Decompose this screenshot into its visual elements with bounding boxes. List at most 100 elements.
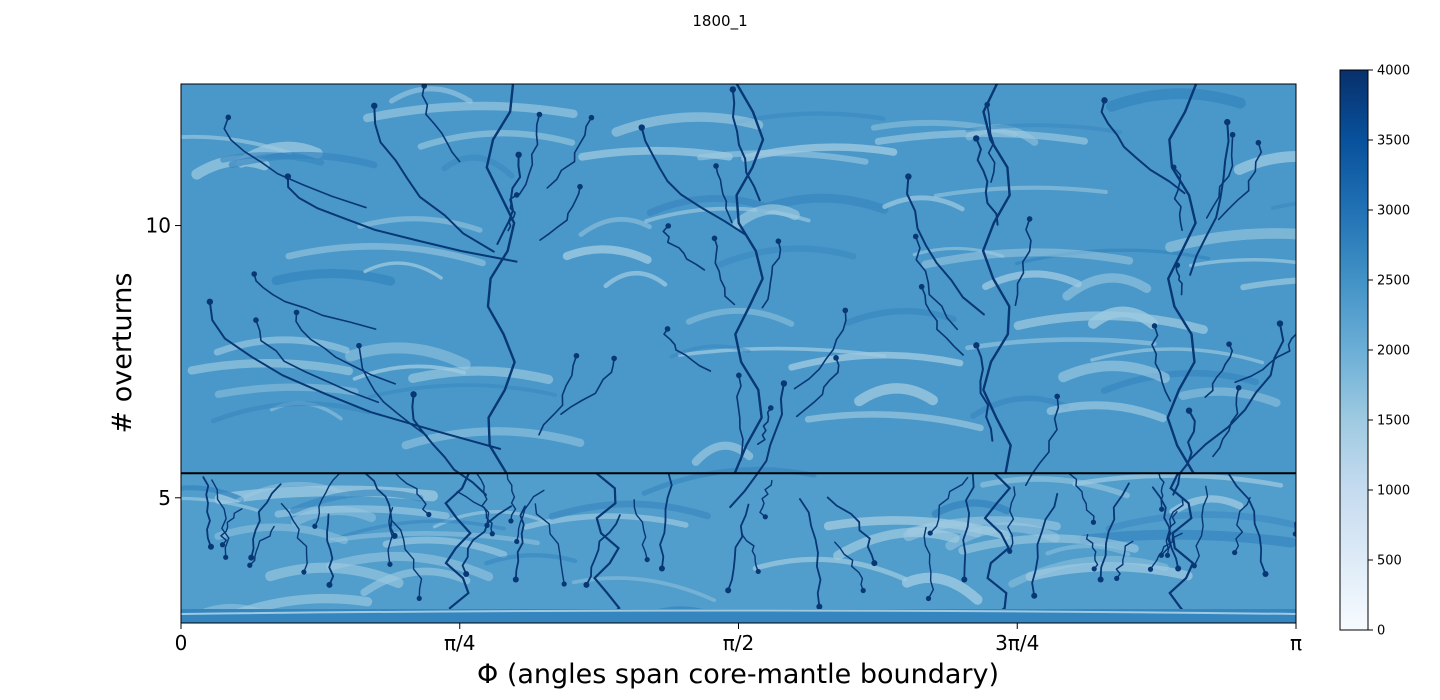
swirl-streak: [931, 499, 1011, 518]
downwelling-streak: [255, 319, 380, 404]
downwelling-streak: [1175, 264, 1183, 296]
downwelling-tip: [1292, 531, 1296, 537]
swirl-streak: [1058, 360, 1170, 384]
downwelling-streak: [756, 407, 772, 445]
swirl-streak: [1079, 529, 1296, 548]
downwelling-streak: [560, 357, 615, 415]
downwelling-streak: [914, 235, 959, 331]
downwelling-tip: [833, 355, 839, 361]
downwelling-tip: [973, 342, 980, 349]
swirl-streak: [441, 154, 515, 179]
downwelling-streak: [516, 489, 545, 543]
downwelling-tip: [611, 355, 617, 362]
downwelling-streak: [975, 137, 999, 226]
downwelling-tip: [371, 102, 378, 109]
y-tick-label: 5: [158, 486, 171, 510]
swirl-streak: [921, 248, 1134, 269]
colorbar-tick-label: 4000: [1377, 64, 1410, 79]
swirl-streak: [228, 151, 378, 169]
swirl-streak: [685, 307, 795, 327]
downwelling-streak: [1234, 333, 1296, 384]
downwelling-tip: [711, 235, 718, 242]
x-axis-label: Φ (angles span core-mantle boundary): [477, 659, 999, 690]
downwelling-streak: [286, 175, 518, 263]
downwelling-streak: [1294, 520, 1296, 535]
downwelling-tip: [293, 309, 300, 316]
downwelling-streak: [929, 476, 969, 534]
swirl-streak: [1014, 248, 1211, 266]
downwelling-streak: [727, 503, 750, 592]
downwelling-streak: [387, 506, 394, 566]
downwelling-tip: [767, 405, 774, 411]
swirl-streak: [181, 496, 260, 513]
swirl-streak: [1188, 258, 1296, 268]
downwelling-streak: [731, 88, 761, 202]
downwelling-tip: [536, 111, 543, 118]
downwelling-tip: [248, 554, 255, 561]
upwelling-spine: [983, 472, 1012, 623]
downwelling-tip: [1090, 519, 1097, 525]
swirl-streak: [1090, 347, 1265, 365]
downwelling-streak: [202, 476, 212, 548]
downwelling-streak: [659, 472, 673, 570]
downwelling-tip: [207, 543, 214, 550]
swirl-streak: [669, 344, 751, 359]
downwelling-tip: [1147, 566, 1154, 572]
swirl-streak: [804, 411, 984, 432]
downwelling-tip: [927, 530, 933, 536]
downwelling-streak: [740, 529, 759, 573]
downwelling-tip: [780, 380, 788, 387]
swirl-streak: [271, 268, 396, 286]
downwelling-streak: [539, 185, 581, 241]
colorbar-tick-label: 2500: [1377, 274, 1410, 289]
swirl-streak: [1025, 562, 1193, 582]
swirl-streak: [945, 522, 1060, 551]
downwelling-streak: [1172, 166, 1183, 232]
downwelling-tip: [1097, 576, 1104, 583]
swirl-streak: [408, 366, 554, 385]
upwelling-spine: [1166, 84, 1198, 474]
x-tick-label: π/2: [723, 631, 755, 655]
swirl-streak: [290, 489, 424, 514]
downwelling-tip: [1101, 97, 1108, 104]
downwelling-tip: [1232, 549, 1238, 556]
swirl-streak: [958, 534, 1139, 555]
swirl-streak: [1062, 273, 1152, 301]
downwelling-tip: [301, 569, 307, 575]
downwelling-streak: [475, 472, 490, 527]
swirl-streak: [389, 86, 473, 104]
swirl-streak: [1045, 543, 1131, 557]
downwelling-streak: [1166, 511, 1178, 557]
swirl-streak: [833, 527, 960, 561]
downwelling-tip: [1151, 323, 1158, 329]
downwelling-tip: [489, 531, 495, 537]
downwelling-streak: [1024, 395, 1060, 487]
swirl-streak: [484, 553, 578, 566]
swirl-streak: [1088, 306, 1158, 330]
x-tick-label: 0: [175, 631, 188, 655]
boundary-streak: [181, 609, 1296, 615]
downwelling-tip: [775, 238, 782, 245]
downwelling-streak: [1233, 496, 1251, 554]
heatmap-field: [181, 84, 1296, 623]
downwelling-streak: [461, 505, 513, 575]
swirl-streak: [382, 536, 508, 558]
downwelling-streak: [736, 374, 744, 462]
downwelling-streak: [506, 472, 517, 522]
downwelling-streak: [826, 496, 876, 565]
plot-area: [180, 83, 1297, 624]
downwelling-tip: [463, 571, 470, 577]
downwelling-streak: [390, 519, 423, 600]
downwelling-tip: [816, 603, 823, 610]
downwelling-streak: [834, 541, 864, 592]
swirl-streak: [965, 337, 1157, 351]
x-tick-label: π: [1290, 631, 1302, 655]
swirl-streak: [578, 217, 652, 237]
downwelling-streak: [1186, 322, 1285, 463]
swirl-streak: [906, 516, 1061, 536]
downwelling-streak: [1205, 133, 1234, 219]
downwelling-tip: [664, 326, 671, 332]
downwelling-streak: [1227, 472, 1267, 575]
downwelling-tip: [206, 298, 214, 305]
downwelling-tip: [658, 565, 665, 572]
